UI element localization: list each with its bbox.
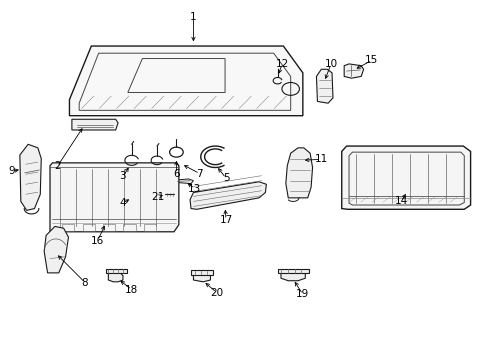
Text: 3: 3 [120, 171, 126, 181]
Text: 12: 12 [275, 59, 288, 68]
Polygon shape [285, 148, 312, 198]
Text: 16: 16 [91, 236, 104, 246]
Text: 7: 7 [196, 168, 203, 179]
Polygon shape [193, 273, 210, 282]
Polygon shape [69, 46, 302, 116]
Polygon shape [50, 163, 179, 232]
Text: 4: 4 [120, 198, 126, 208]
Text: 18: 18 [125, 285, 138, 295]
Text: 11: 11 [314, 154, 327, 164]
Text: 19: 19 [296, 289, 309, 299]
Text: 10: 10 [324, 59, 337, 69]
Polygon shape [281, 271, 305, 281]
Polygon shape [277, 269, 308, 273]
Text: 2: 2 [54, 161, 61, 171]
Polygon shape [106, 269, 126, 273]
Circle shape [158, 192, 165, 197]
Polygon shape [341, 146, 469, 209]
Text: 21: 21 [151, 192, 164, 202]
Text: 9: 9 [9, 166, 15, 176]
Text: 20: 20 [210, 288, 223, 297]
Polygon shape [72, 119, 118, 130]
Polygon shape [344, 64, 363, 78]
Text: 15: 15 [365, 55, 378, 65]
Text: 13: 13 [188, 184, 201, 194]
Text: 1: 1 [190, 13, 196, 22]
Polygon shape [20, 144, 41, 210]
Polygon shape [176, 179, 193, 184]
Text: 5: 5 [222, 173, 229, 183]
Text: 8: 8 [81, 278, 88, 288]
Text: 6: 6 [173, 168, 180, 179]
Text: 17: 17 [219, 215, 232, 225]
Polygon shape [191, 270, 212, 275]
Polygon shape [316, 69, 332, 103]
Polygon shape [190, 182, 266, 209]
Text: 14: 14 [394, 197, 407, 206]
Polygon shape [108, 273, 122, 282]
Polygon shape [44, 226, 68, 273]
